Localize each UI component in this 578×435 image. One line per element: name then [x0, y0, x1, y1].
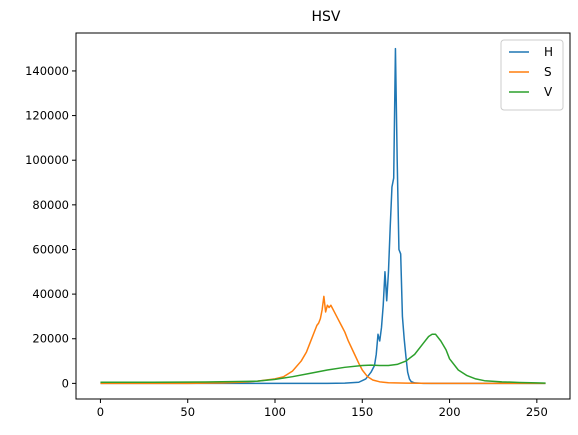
series-line-h [100, 47, 546, 385]
x-tick-label: 100 [264, 405, 286, 419]
y-tick-label: 40000 [32, 287, 69, 301]
y-tick-label: 60000 [32, 242, 69, 256]
x-tick-label: 150 [351, 405, 373, 419]
y-tick-label: 120000 [25, 109, 69, 123]
y-axis: 0 20000 40000 60000 80000 100000 120000 140000 [25, 64, 76, 390]
x-axis: 0 50 100 150 200 250 [97, 399, 548, 419]
legend-label-h: H [544, 45, 553, 59]
y-tick-label: 20000 [32, 332, 69, 346]
legend-label-s: S [544, 65, 552, 79]
x-tick-label: 50 [180, 405, 195, 419]
y-tick-label: 0 [62, 376, 69, 390]
x-tick-label: 0 [97, 405, 104, 419]
plot-frame [75, 32, 571, 400]
series-layer [100, 47, 546, 385]
y-tick-label: 140000 [25, 64, 69, 78]
y-tick-label: 100000 [25, 153, 69, 167]
legend-label-v: V [544, 85, 553, 99]
chart-title: HSV [312, 9, 341, 25]
x-tick-label: 200 [439, 405, 461, 419]
series-line-v [100, 333, 546, 384]
legend-box [500, 39, 564, 111]
y-tick-label: 80000 [32, 198, 69, 212]
legend: HSV [500, 39, 564, 111]
x-tick-label: 250 [526, 405, 548, 419]
series-line-s [100, 295, 546, 385]
